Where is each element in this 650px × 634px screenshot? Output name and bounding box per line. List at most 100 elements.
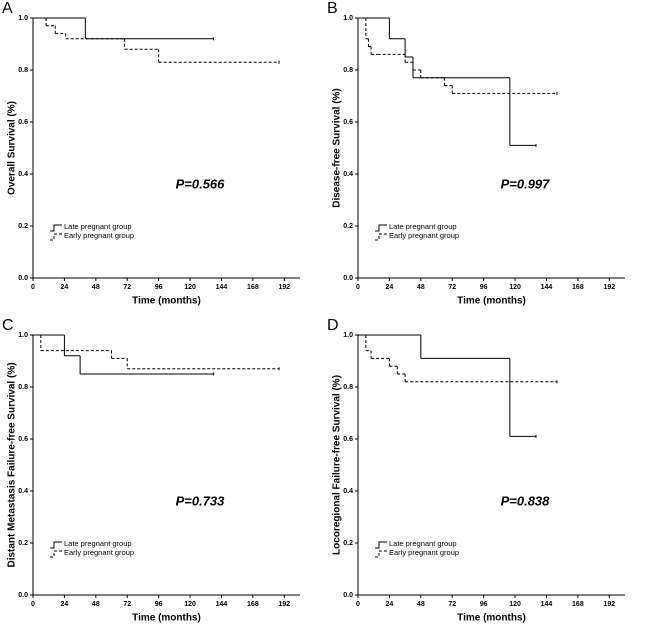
panel-label: D (327, 317, 339, 334)
y-axis-title: Disease-free Survival (%) (332, 88, 343, 208)
x-tick-label: 168 (572, 284, 584, 291)
y-axis-title: Locoregional Failure-free Survival (%) (332, 375, 343, 555)
panel-label: C (2, 317, 14, 334)
p-value: P=0.733 (176, 493, 226, 508)
y-tick-label: 0.0 (343, 275, 353, 282)
legend-swatch (50, 224, 62, 232)
x-tick-label: 0 (356, 601, 360, 608)
x-tick-label: 48 (417, 284, 425, 291)
y-tick-label: 0.8 (18, 384, 28, 391)
x-tick-label: 0 (31, 284, 35, 291)
panel: C 0.0 0.2 0.4 0.6 0.8 1.0 0 24 48 72 96 120 144 168 192… (2, 317, 300, 624)
x-tick-label: 144 (216, 284, 228, 291)
panel: D 0.0 0.2 0.4 0.6 0.8 1.0 0 24 48 72 96 120 144 168 192… (327, 317, 625, 624)
y-tick-label: 0.6 (343, 119, 353, 126)
x-tick-label: 120 (509, 284, 521, 291)
p-value: P=0.997 (501, 176, 551, 191)
y-tick-label: 0.4 (343, 171, 353, 178)
y-tick-label: 0.2 (18, 223, 28, 230)
y-tick-label: 1.0 (343, 15, 353, 22)
series (33, 17, 280, 64)
x-tick-label: 96 (155, 284, 163, 291)
y-tick-label: 0.4 (343, 488, 353, 495)
y-tick-label: 0.4 (18, 171, 28, 178)
y-tick-label: 0.8 (343, 67, 353, 74)
x-axis-title: Time (months) (457, 613, 526, 624)
legend-swatch (50, 541, 62, 549)
series (33, 334, 280, 371)
legend-label: Late pregnant group (64, 539, 132, 548)
y-tick-label: 1.0 (18, 15, 28, 22)
legend-swatch (375, 224, 387, 232)
x-tick-label: 120 (184, 284, 196, 291)
y-tick-label: 0.4 (18, 488, 28, 495)
y-tick-label: 1.0 (18, 332, 28, 339)
x-tick-label: 144 (216, 601, 228, 608)
x-tick-label: 96 (155, 601, 163, 608)
x-tick-label: 168 (247, 284, 259, 291)
legend-label: Early pregnant group (64, 231, 134, 240)
x-tick-label: 96 (480, 601, 488, 608)
y-tick-label: 0.6 (343, 436, 353, 443)
y-tick-label: 0.6 (18, 436, 28, 443)
x-tick-label: 0 (31, 601, 35, 608)
legend-swatch (50, 233, 62, 241)
legend-swatch (50, 550, 62, 558)
panel: A 0.0 0.2 0.4 0.6 0.8 1.0 0 24 48 72 96 120 144 168 192… (2, 0, 300, 307)
x-tick-label: 48 (417, 601, 425, 608)
x-tick-label: 96 (480, 284, 488, 291)
y-tick-label: 0.2 (343, 223, 353, 230)
x-tick-label: 48 (92, 601, 100, 608)
x-axis-title: Time (months) (457, 296, 526, 307)
legend-label: Early pregnant group (64, 548, 134, 557)
x-tick-label: 192 (278, 284, 290, 291)
y-tick-label: 1.0 (343, 332, 353, 339)
x-tick-label: 144 (541, 601, 553, 608)
x-axis-title: Time (months) (132, 613, 201, 624)
x-tick-label: 72 (448, 601, 456, 608)
x-tick-label: 24 (386, 284, 394, 291)
y-tick-label: 0.8 (343, 384, 353, 391)
x-tick-label: 168 (247, 601, 259, 608)
legend-label: Early pregnant group (389, 548, 459, 557)
p-value: P=0.566 (176, 176, 226, 191)
x-tick-label: 168 (572, 601, 584, 608)
series (358, 17, 558, 95)
x-tick-label: 120 (184, 601, 196, 608)
x-tick-label: 144 (541, 284, 553, 291)
x-tick-label: 24 (61, 284, 69, 291)
x-tick-label: 72 (448, 284, 456, 291)
legend-label: Late pregnant group (389, 222, 457, 231)
x-tick-label: 192 (603, 601, 615, 608)
x-tick-label: 0 (356, 284, 360, 291)
y-tick-label: 0.2 (18, 540, 28, 547)
y-tick-label: 0.0 (343, 592, 353, 599)
y-tick-label: 0.8 (18, 67, 28, 74)
y-tick-label: 0.0 (18, 275, 28, 282)
legend-label: Late pregnant group (64, 222, 132, 231)
series (33, 334, 215, 376)
panel-label: A (2, 0, 13, 17)
series (358, 17, 537, 147)
y-axis-title: Overall Survival (%) (7, 101, 18, 195)
legend-swatch (375, 541, 387, 549)
series (33, 17, 215, 41)
series (358, 334, 558, 384)
x-tick-label: 192 (603, 284, 615, 291)
x-tick-label: 48 (92, 284, 100, 291)
x-tick-label: 24 (61, 601, 69, 608)
x-tick-label: 192 (278, 601, 290, 608)
panel: B 0.0 0.2 0.4 0.6 0.8 1.0 0 24 48 72 96 120 144 168 192… (327, 0, 625, 307)
legend-label: Late pregnant group (389, 539, 457, 548)
legend-swatch (375, 550, 387, 558)
x-tick-label: 72 (123, 601, 131, 608)
p-value: P=0.838 (501, 493, 551, 508)
series (358, 334, 537, 438)
y-tick-label: 0.6 (18, 119, 28, 126)
panel-label: B (327, 0, 338, 17)
y-tick-label: 0.0 (18, 592, 28, 599)
y-tick-label: 0.2 (343, 540, 353, 547)
x-tick-label: 24 (386, 601, 394, 608)
legend-swatch (375, 233, 387, 241)
